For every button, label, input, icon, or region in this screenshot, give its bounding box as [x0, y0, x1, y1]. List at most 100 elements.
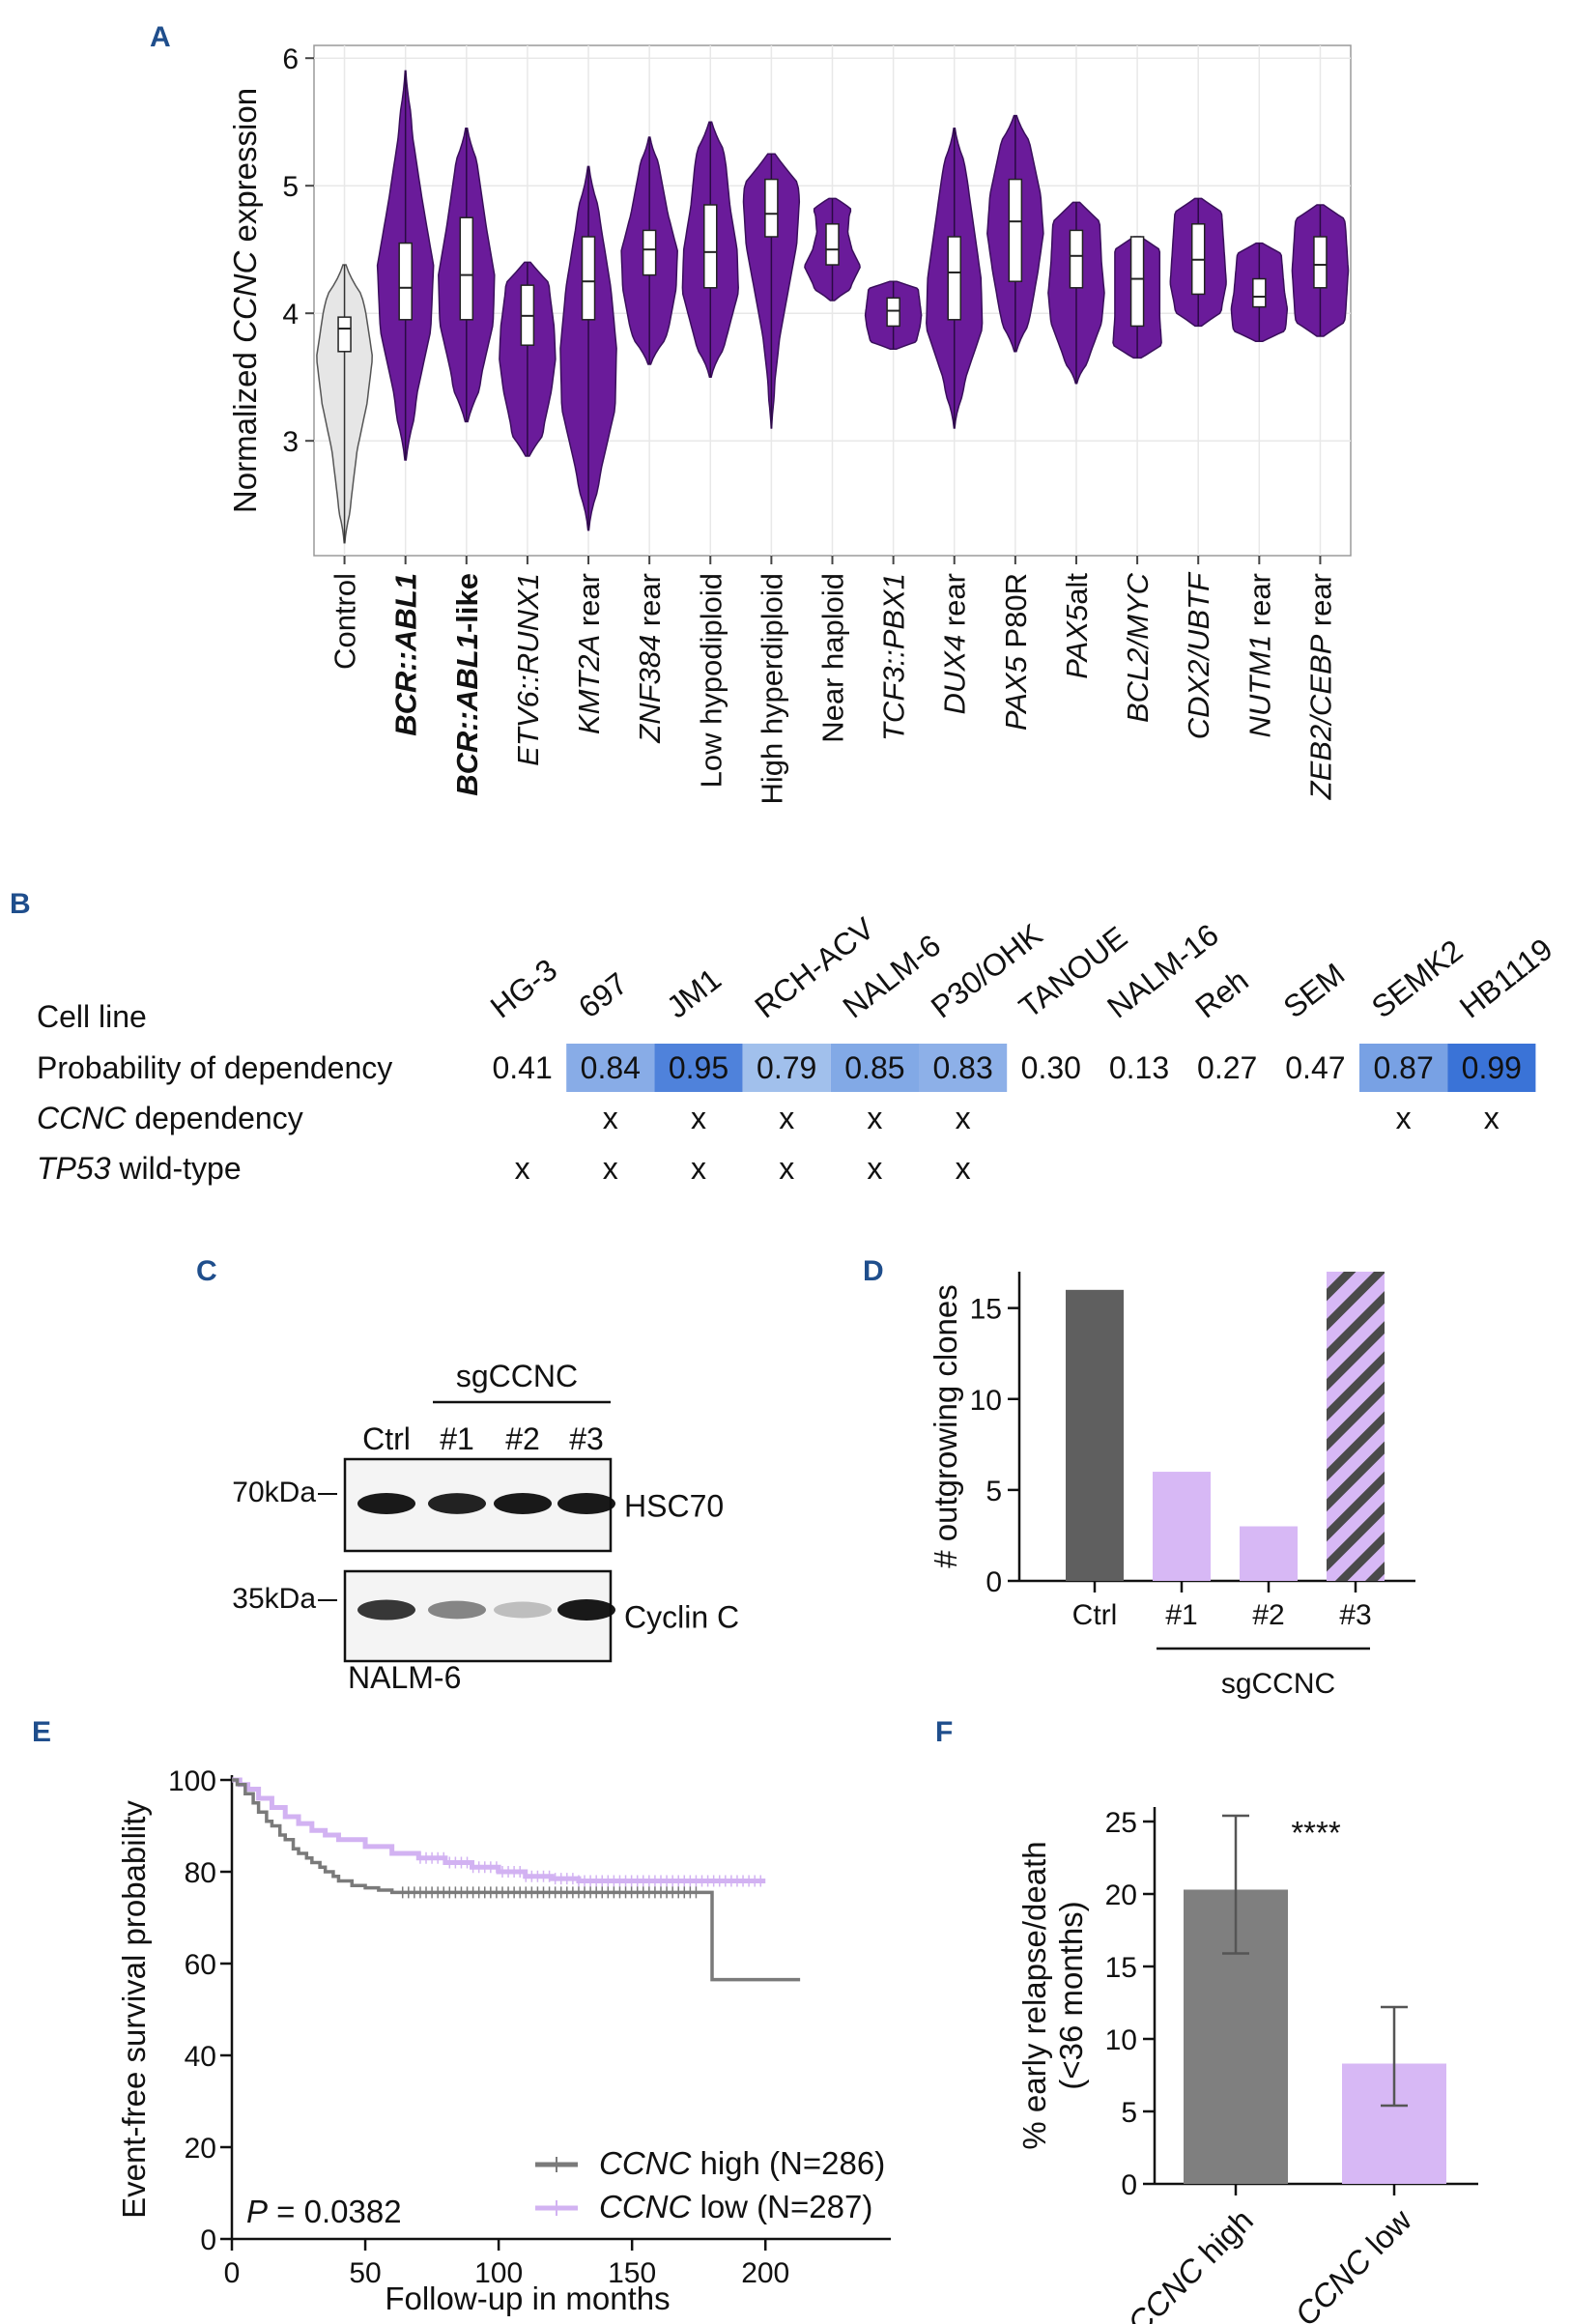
prob-value-4: 0.85	[844, 1050, 904, 1085]
ytick-label-f: 20	[1105, 1879, 1137, 1911]
xtick-label-e: 150	[608, 2257, 656, 2289]
xcat-label-a-2-part-1: -like	[450, 573, 484, 633]
xcat-label-a-14: CDX2/UBTF	[1182, 571, 1215, 739]
ccnc-dep-mark-4: x	[867, 1101, 882, 1135]
xcat-label-d-1: #1	[1165, 1599, 1197, 1631]
violin-box-2	[459, 216, 474, 321]
xcat-label-a-3-part-0: ETV6::RUNX1	[511, 573, 545, 766]
panel-a-violin-chart: 3 4 5 6 Normalized CCNC expression Control BCR…	[227, 43, 1352, 805]
ylabel-a-part-0: Normalized	[227, 343, 263, 513]
prob-value-7: 0.13	[1109, 1050, 1169, 1085]
violin-box-13	[1129, 236, 1145, 328]
ylabel-a-part-1: CCNC	[227, 250, 263, 343]
bar-d-0	[1066, 1289, 1124, 1581]
xcat-label-a-8: Near haploid	[816, 573, 850, 743]
blot-lane-label-0: Ctrl	[362, 1421, 411, 1456]
p-value-e-part-1: = 0.0382	[268, 2194, 402, 2229]
xcat-label-a-6: Low hypodiploid	[694, 573, 728, 788]
prob-heat-cell-1	[566, 1044, 655, 1092]
prob-value-1: 0.84	[581, 1050, 641, 1085]
legend-label-e-0-part-0: CCNC	[599, 2145, 692, 2181]
blot-band-1-0	[357, 1599, 415, 1621]
tp53-mark-3: x	[779, 1151, 794, 1186]
violin-box-11	[1008, 178, 1023, 282]
prob-heat-cell-4	[830, 1044, 919, 1092]
ylabel-e: Event-free survival probability	[116, 1800, 152, 2219]
prob-value-8: 0.27	[1197, 1050, 1257, 1085]
xcat-label-a-4-part-0: KMT2A	[572, 635, 606, 734]
prob-value-10: 0.87	[1373, 1050, 1433, 1085]
ytick-label-f: 10	[1105, 2024, 1137, 2056]
blot-band-0-1	[428, 1493, 486, 1514]
blot-band-1-1	[428, 1600, 486, 1620]
row-label-tp53-part-0: TP53	[37, 1151, 111, 1186]
prob-heat-cell-5	[919, 1044, 1008, 1092]
ytick-label-e: 0	[200, 2224, 216, 2256]
violin-box-4	[581, 236, 596, 321]
violin-box-15	[1252, 277, 1267, 308]
ccnc-dep-mark-3: x	[779, 1101, 794, 1135]
prob-value-5: 0.83	[932, 1050, 992, 1085]
prob-heat-cell-11	[1447, 1044, 1536, 1092]
xcat-label-a-14-part-0: CDX2/UBTF	[1182, 571, 1215, 739]
xlabel-e: Follow-up in months	[385, 2281, 670, 2316]
ylabel-f-line1: % early relapse/death	[1016, 1841, 1052, 2149]
xcat-label-a-12: PAX5alt	[1060, 573, 1094, 679]
blot-band-1-3	[557, 1599, 615, 1621]
xcat-label-a-16: ZEB2/CEBP rear	[1303, 573, 1337, 800]
km-line-0	[232, 1778, 801, 1982]
ccnc-dep-mark-10: x	[1396, 1101, 1412, 1135]
cell-line-name-11: HB1119	[1453, 932, 1559, 1025]
cell-line-name-0: HG-3	[484, 952, 563, 1024]
ytick-label-e: 40	[185, 2041, 216, 2073]
xcat-label-a-0: Control	[328, 573, 362, 670]
ccnc-dep-mark-5: x	[956, 1101, 971, 1135]
blot-marker-label-1: 35kDa	[232, 1583, 316, 1615]
ytick-label-a: 4	[282, 299, 299, 330]
xcat-label-a-15-part-0: NUTM1	[1243, 635, 1276, 738]
xcat-label-a-10-part-0: DUX4	[938, 635, 972, 715]
xcat-label-a-5-part-1: rear	[633, 573, 667, 635]
xtick-label-e: 0	[224, 2257, 241, 2289]
xcat-label-a-10: DUX4 rear	[938, 573, 972, 714]
panel-letter-d: D	[863, 1255, 884, 1287]
blot-cell-line: NALM-6	[348, 1660, 461, 1695]
xcat-label-a-2: BCR::ABL1-like	[450, 573, 484, 796]
ytick-label-f: 15	[1105, 1952, 1137, 1984]
ccnc-dep-mark-1: x	[603, 1101, 618, 1135]
panel-letter-b: B	[10, 888, 31, 920]
xcat-label-a-13: BCL2/MYC	[1121, 572, 1155, 723]
tp53-mark-2: x	[691, 1151, 706, 1186]
ytick-label-d: 0	[985, 1566, 1002, 1598]
xcat-label-f-0: CCNC high	[1121, 2202, 1260, 2324]
violin-box-6	[703, 204, 718, 289]
panel-c-western-blot: sgCCNC Ctrl #1 #2 #3 HSC70 70kDa Cyclin C 35kDa N…	[232, 1359, 739, 1695]
blot-marker-label-0: 70kDa	[232, 1477, 316, 1508]
prob-value-2: 0.95	[669, 1050, 728, 1085]
violin-box-7	[764, 178, 779, 238]
violin-box-10	[947, 236, 961, 321]
cell-line-name-2: JM1	[660, 961, 728, 1025]
bar-d-1	[1153, 1472, 1211, 1581]
blot-band-1-2	[494, 1601, 552, 1619]
legend-label-e-0-part-1: high (N=286)	[691, 2145, 885, 2181]
blot-protein-label-0: HSC70	[624, 1489, 724, 1524]
ylabel-a: Normalized CCNC expression	[227, 88, 263, 513]
xcat-label-a-6-part-0: Low hypodiploid	[694, 573, 728, 788]
panel-d-bar-chart: 0 5 10 15# outgrowing clones Ctrl #1 #2 #3 sgCCN…	[928, 1272, 1415, 1700]
prob-value-9: 0.47	[1285, 1050, 1345, 1085]
panel-letter-e: E	[32, 1716, 51, 1748]
violin-box-8	[825, 223, 840, 266]
xcat-label-a-4-part-1: rear	[572, 573, 606, 635]
xcat-label-a-8-part-0: Near haploid	[816, 573, 850, 743]
cell-line-name-1: 697	[572, 965, 634, 1024]
row-label-tp53: TP53 wild-type	[37, 1151, 242, 1186]
xcat-label-a-7-part-0: High hyperdiploid	[755, 573, 788, 805]
xtick-label-e: 50	[349, 2257, 381, 2289]
group-label-d: sgCCNC	[1221, 1668, 1335, 1700]
xcat-label-a-13-part-0: BCL2/MYC	[1121, 572, 1155, 723]
bar-d-2	[1240, 1526, 1298, 1581]
xcat-label-a-12-part-0: PAX5	[1060, 604, 1094, 679]
ylabel-a-part-2: expression	[227, 88, 263, 251]
xcat-label-a-3: ETV6::RUNX1	[511, 573, 545, 766]
